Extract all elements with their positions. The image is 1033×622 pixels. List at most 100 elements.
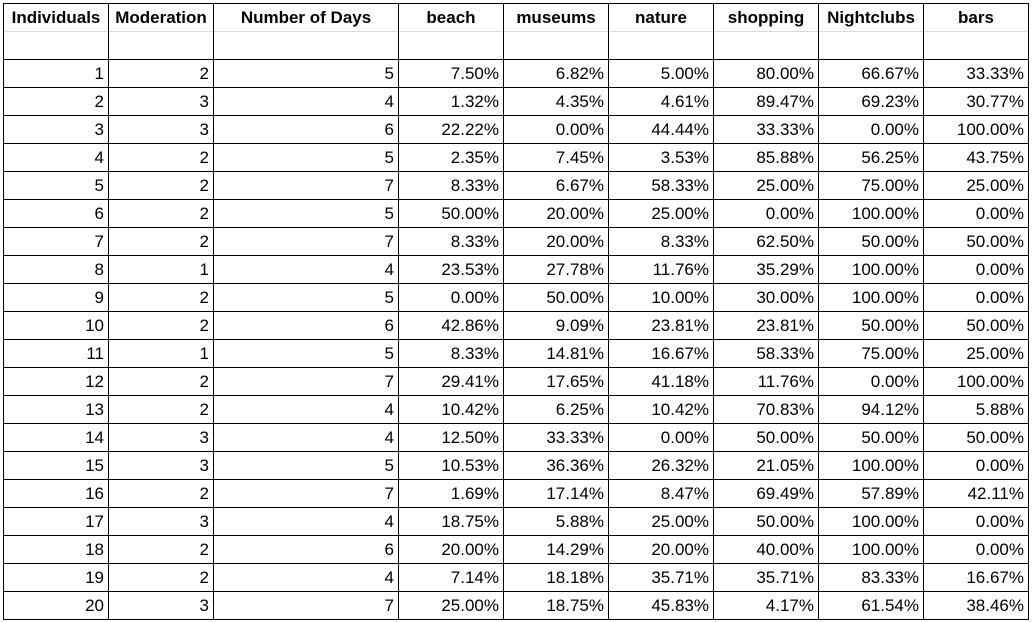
table-cell[interactable]: 100.00%	[818, 451, 924, 480]
table-cell[interactable]: 10.42%	[608, 395, 714, 424]
table-cell[interactable]: 75.00%	[818, 171, 924, 200]
table-cell[interactable]: 62.50%	[713, 227, 819, 256]
table-cell[interactable]: 50.00%	[713, 507, 819, 536]
table-cell[interactable]: 7	[213, 479, 399, 508]
table-cell[interactable]: 100.00%	[818, 535, 924, 564]
table-cell[interactable]: 40.00%	[713, 535, 819, 564]
table-cell[interactable]: 10	[3, 311, 109, 340]
table-cell[interactable]: 3	[108, 423, 214, 452]
table-cell[interactable]: 50.00%	[818, 311, 924, 340]
table-cell[interactable]: 45.83%	[608, 591, 714, 620]
table-cell[interactable]: 69.23%	[818, 87, 924, 116]
table-cell[interactable]: 2	[108, 367, 214, 396]
table-cell[interactable]: 25.00%	[713, 171, 819, 200]
table-cell[interactable]: 10.00%	[608, 283, 714, 312]
table-cell[interactable]: 50.00%	[923, 227, 1029, 256]
column-header[interactable]: Nightclubs	[818, 3, 924, 32]
table-cell[interactable]: 1	[108, 339, 214, 368]
table-cell[interactable]: 0.00%	[923, 507, 1029, 536]
table-cell[interactable]: 4	[213, 87, 399, 116]
table-cell[interactable]: 22.22%	[398, 115, 504, 144]
table-cell[interactable]: 8.33%	[398, 171, 504, 200]
table-cell[interactable]: 20.00%	[503, 227, 609, 256]
column-header[interactable]: bars	[923, 3, 1029, 32]
table-cell[interactable]: 50.00%	[818, 227, 924, 256]
empty-cell[interactable]	[608, 31, 714, 60]
table-cell[interactable]: 25.00%	[608, 507, 714, 536]
table-cell[interactable]: 50.00%	[923, 311, 1029, 340]
table-cell[interactable]: 41.18%	[608, 367, 714, 396]
table-cell[interactable]: 4	[213, 395, 399, 424]
table-cell[interactable]: 50.00%	[398, 199, 504, 228]
table-cell[interactable]: 3	[108, 87, 214, 116]
table-cell[interactable]: 35.71%	[608, 563, 714, 592]
table-cell[interactable]: 6	[213, 115, 399, 144]
table-cell[interactable]: 0.00%	[923, 283, 1029, 312]
table-cell[interactable]: 23.53%	[398, 255, 504, 284]
table-cell[interactable]: 6	[3, 199, 109, 228]
table-cell[interactable]: 57.89%	[818, 479, 924, 508]
table-cell[interactable]: 25.00%	[923, 339, 1029, 368]
table-cell[interactable]: 7	[213, 367, 399, 396]
table-cell[interactable]: 4.17%	[713, 591, 819, 620]
table-cell[interactable]: 11.76%	[713, 367, 819, 396]
column-header[interactable]: Individuals	[3, 3, 109, 32]
table-cell[interactable]: 35.71%	[713, 563, 819, 592]
table-cell[interactable]: 8.33%	[398, 339, 504, 368]
table-cell[interactable]: 3	[108, 451, 214, 480]
empty-cell[interactable]	[818, 31, 924, 60]
table-cell[interactable]: 15	[3, 451, 109, 480]
table-cell[interactable]: 3	[3, 115, 109, 144]
table-cell[interactable]: 56.25%	[818, 143, 924, 172]
table-cell[interactable]: 5	[213, 283, 399, 312]
table-cell[interactable]: 23.81%	[608, 311, 714, 340]
table-cell[interactable]: 6	[213, 311, 399, 340]
table-cell[interactable]: 100.00%	[923, 367, 1029, 396]
table-cell[interactable]: 18.18%	[503, 563, 609, 592]
table-cell[interactable]: 2	[108, 227, 214, 256]
table-cell[interactable]: 38.46%	[923, 591, 1029, 620]
table-cell[interactable]: 1	[108, 255, 214, 284]
table-cell[interactable]: 4	[3, 143, 109, 172]
table-cell[interactable]: 2.35%	[398, 143, 504, 172]
table-cell[interactable]: 10.53%	[398, 451, 504, 480]
table-cell[interactable]: 0.00%	[923, 535, 1029, 564]
empty-cell[interactable]	[923, 31, 1029, 60]
table-cell[interactable]: 14.81%	[503, 339, 609, 368]
table-cell[interactable]: 3	[108, 591, 214, 620]
table-cell[interactable]: 5	[213, 143, 399, 172]
table-cell[interactable]: 100.00%	[923, 115, 1029, 144]
table-cell[interactable]: 20	[3, 591, 109, 620]
table-cell[interactable]: 43.75%	[923, 143, 1029, 172]
table-cell[interactable]: 13	[3, 395, 109, 424]
table-cell[interactable]: 50.00%	[713, 423, 819, 452]
table-cell[interactable]: 9.09%	[503, 311, 609, 340]
table-cell[interactable]: 50.00%	[818, 423, 924, 452]
empty-cell[interactable]	[3, 31, 109, 60]
table-cell[interactable]: 4.61%	[608, 87, 714, 116]
table-cell[interactable]: 2	[108, 283, 214, 312]
column-header[interactable]: museums	[503, 3, 609, 32]
table-cell[interactable]: 2	[3, 87, 109, 116]
table-cell[interactable]: 5.88%	[923, 395, 1029, 424]
table-cell[interactable]: 19	[3, 563, 109, 592]
table-cell[interactable]: 69.49%	[713, 479, 819, 508]
table-cell[interactable]: 70.83%	[713, 395, 819, 424]
empty-cell[interactable]	[503, 31, 609, 60]
table-cell[interactable]: 5	[213, 451, 399, 480]
table-cell[interactable]: 29.41%	[398, 367, 504, 396]
table-cell[interactable]: 25.00%	[398, 591, 504, 620]
table-cell[interactable]: 7	[213, 171, 399, 200]
table-cell[interactable]: 6.82%	[503, 59, 609, 88]
column-header[interactable]: nature	[608, 3, 714, 32]
table-cell[interactable]: 17.65%	[503, 367, 609, 396]
table-cell[interactable]: 2	[108, 199, 214, 228]
table-cell[interactable]: 2	[108, 563, 214, 592]
table-cell[interactable]: 2	[108, 311, 214, 340]
table-cell[interactable]: 44.44%	[608, 115, 714, 144]
table-cell[interactable]: 4	[213, 255, 399, 284]
table-cell[interactable]: 85.88%	[713, 143, 819, 172]
table-cell[interactable]: 1.32%	[398, 87, 504, 116]
table-cell[interactable]: 6	[213, 535, 399, 564]
empty-cell[interactable]	[398, 31, 504, 60]
